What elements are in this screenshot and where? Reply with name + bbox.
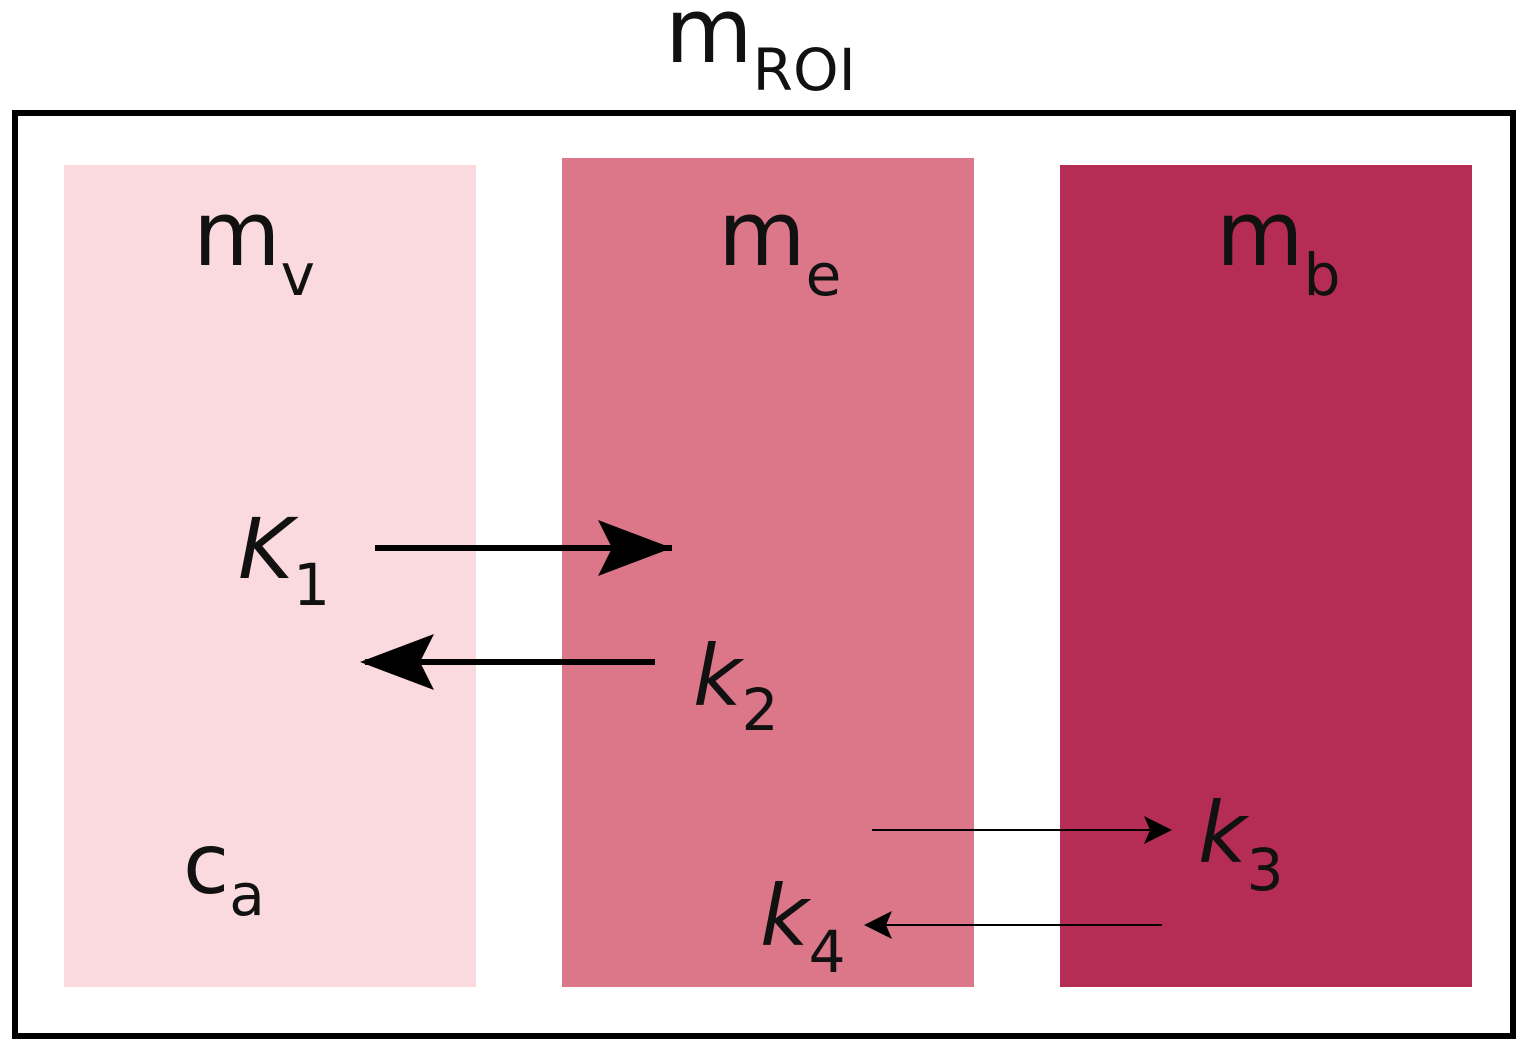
arrowhead <box>360 634 434 690</box>
arrowhead <box>1144 816 1172 844</box>
label-part: c <box>183 815 229 913</box>
bound-compartment <box>1060 165 1472 987</box>
label-part: m <box>665 0 753 84</box>
label-part: v <box>281 241 315 309</box>
label-part: k <box>760 867 812 965</box>
label-part: 3 <box>1247 836 1284 904</box>
rate-label: K1 <box>238 500 330 619</box>
arrowhead <box>598 520 672 576</box>
vascular-compartment <box>64 165 476 987</box>
label-part: m <box>193 182 281 287</box>
label-part: m <box>718 182 806 287</box>
input-label: ca <box>183 815 265 929</box>
label-part: 2 <box>742 676 779 744</box>
label-part: b <box>1304 241 1341 309</box>
title: mROI <box>665 0 856 104</box>
label-part: a <box>229 861 265 929</box>
label-part: k <box>1198 784 1250 882</box>
label-part: K <box>238 500 299 598</box>
label-part: k <box>693 627 745 725</box>
label-part: e <box>806 241 842 309</box>
compartment-label: me <box>718 182 841 309</box>
label-part: ROI <box>753 36 856 104</box>
rate-label: k4 <box>760 867 846 986</box>
label-part: 4 <box>809 918 846 986</box>
label-part: m <box>1216 182 1304 287</box>
rate-label: k2 <box>693 627 779 744</box>
extravascular-compartment <box>562 158 974 987</box>
label-part: 1 <box>293 551 330 619</box>
compartment-label: mb <box>1216 182 1341 309</box>
rate-label: k3 <box>1198 784 1284 904</box>
arrowhead <box>864 911 892 939</box>
compartment-label: mv <box>193 182 315 309</box>
